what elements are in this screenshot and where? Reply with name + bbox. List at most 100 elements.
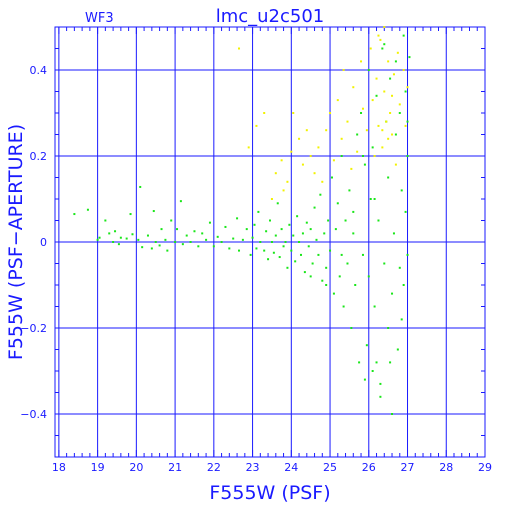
data-point-green <box>189 241 192 243</box>
data-point-green <box>363 163 366 166</box>
data-point-green <box>340 155 343 157</box>
data-point-yellow <box>383 26 386 28</box>
data-point-green <box>379 382 382 385</box>
data-point-yellow <box>379 38 382 41</box>
data-point-green <box>340 253 343 256</box>
x-tick-label: 21 <box>168 461 182 474</box>
data-point-green <box>296 215 299 218</box>
y-tick-label: −0.4 <box>20 408 47 421</box>
data-point-yellow <box>286 180 289 183</box>
y-tick-labels: −0.4 −0.2 0 0.2 0.4 <box>20 64 47 421</box>
data-point-green <box>86 208 89 211</box>
data-point-yellow <box>317 146 320 149</box>
data-point-green <box>367 69 370 71</box>
data-point-yellow <box>361 107 364 110</box>
data-point-yellow <box>309 155 312 157</box>
data-point-yellow <box>387 60 390 63</box>
data-point-green <box>98 236 101 239</box>
y-tick-label: 0.4 <box>30 64 48 77</box>
data-point-green <box>241 238 244 241</box>
data-point-green <box>360 112 363 114</box>
data-point-yellow <box>238 47 241 50</box>
data-point-green <box>282 245 285 248</box>
data-point-yellow <box>329 112 332 114</box>
data-point-yellow <box>325 129 328 132</box>
data-point-yellow <box>263 112 266 114</box>
data-point-green <box>164 238 167 241</box>
data-point-green <box>181 243 184 246</box>
x-tick-label: 26 <box>362 461 376 474</box>
data-point-green <box>278 256 281 259</box>
data-point-green <box>321 279 324 282</box>
data-point-green <box>334 228 337 231</box>
data-point-green <box>259 241 262 243</box>
data-point-green <box>104 219 107 222</box>
data-point-green <box>303 271 306 274</box>
data-point-green <box>373 198 376 200</box>
data-point-green <box>255 247 258 250</box>
data-point-green <box>377 219 380 222</box>
data-point-green <box>179 200 182 203</box>
data-point-yellow <box>377 124 380 127</box>
data-point-green <box>131 233 134 236</box>
data-point-green <box>352 232 355 235</box>
data-point-green <box>350 327 353 329</box>
data-point-yellow <box>369 47 372 50</box>
data-point-green <box>406 120 409 123</box>
data-point-yellow <box>313 172 316 175</box>
data-point-yellow <box>381 146 384 149</box>
data-point-green <box>253 223 256 226</box>
data-point-yellow <box>398 103 401 106</box>
data-point-green <box>389 77 392 80</box>
data-point-green <box>170 219 173 222</box>
y-tick-label: 0 <box>40 236 47 249</box>
data-point-green <box>197 245 200 248</box>
data-point-yellow <box>332 159 335 162</box>
data-point-green <box>313 206 316 209</box>
data-point-green <box>129 213 132 216</box>
data-point-green <box>249 253 252 256</box>
data-point-green <box>216 235 219 238</box>
data-point-green <box>332 292 335 295</box>
data-point-yellow <box>371 99 374 102</box>
data-point-green <box>298 241 301 243</box>
data-point-yellow <box>336 99 339 102</box>
data-point-yellow <box>340 137 343 140</box>
data-point-green <box>224 225 227 228</box>
data-point-green <box>375 94 378 97</box>
y-axis-label: F555W (PSF−APERTURE) <box>5 124 27 360</box>
data-point-green <box>263 249 266 252</box>
data-point-yellow <box>389 112 392 114</box>
data-point-green <box>356 133 359 136</box>
data-point-green <box>139 185 142 188</box>
data-point-yellow <box>402 69 405 71</box>
data-point-green <box>193 230 196 233</box>
data-point-green <box>309 228 312 231</box>
data-point-green <box>154 241 157 243</box>
data-point-green <box>176 228 179 231</box>
data-point-green <box>236 217 239 220</box>
data-point-green <box>379 395 382 398</box>
data-point-yellow <box>270 198 273 200</box>
data-point-yellow <box>352 86 355 89</box>
data-point-green <box>389 361 392 364</box>
data-point-green <box>406 155 409 157</box>
chart-title: lmc_u2c501 <box>216 6 325 27</box>
data-point-green <box>301 232 304 235</box>
data-point-yellow <box>301 163 304 166</box>
data-point-green <box>205 238 208 241</box>
data-point-yellow <box>391 94 394 97</box>
data-point-green <box>270 241 273 243</box>
x-tick-label: 20 <box>129 461 143 474</box>
data-point-green <box>276 202 279 205</box>
data-point-green <box>402 34 405 37</box>
x-axis-label: F555W (PSF) <box>209 482 330 504</box>
data-point-green <box>114 230 117 233</box>
data-point-green <box>265 230 268 233</box>
data-point-green <box>394 60 397 63</box>
x-tick-label: 29 <box>478 461 492 474</box>
data-point-yellow <box>375 77 378 80</box>
data-point-green <box>408 56 411 59</box>
data-point-green <box>108 232 111 235</box>
data-point-green <box>158 244 161 247</box>
